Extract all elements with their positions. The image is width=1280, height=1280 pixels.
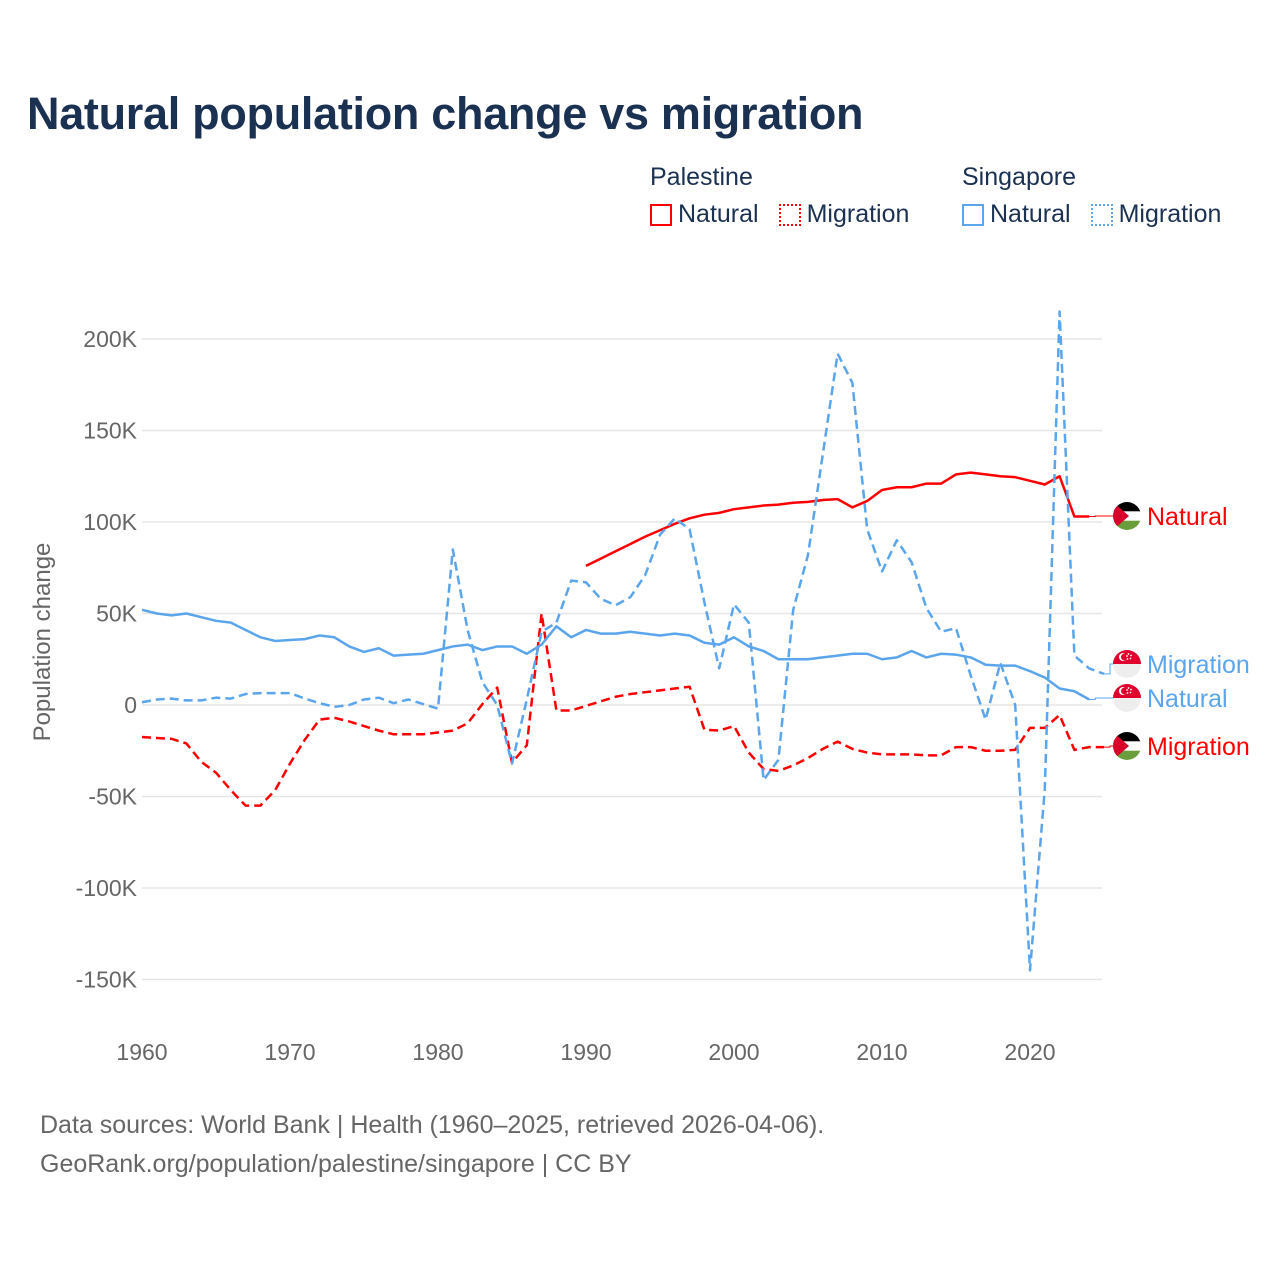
legend-group-label: Singapore xyxy=(962,163,1076,191)
flag-white-half xyxy=(1113,664,1141,678)
flag-stripe-green xyxy=(1113,750,1141,760)
flag-crescent-cut xyxy=(1121,653,1128,661)
singapore-flag-icon xyxy=(1113,684,1141,712)
legend-item-singapore-natural[interactable]: Natural xyxy=(962,200,1071,229)
flag-star xyxy=(1127,653,1130,655)
end-label: Natural xyxy=(1147,503,1228,531)
flag-star xyxy=(1130,654,1132,657)
legend-item-singapore-migration[interactable]: Migration xyxy=(1090,200,1222,229)
flag-clip xyxy=(1113,732,1141,760)
chart-title: Natural population change vs migration xyxy=(27,88,864,139)
flag-star xyxy=(1126,655,1128,657)
legend-label: Migration xyxy=(1118,200,1222,228)
flag-stripe-black xyxy=(1113,732,1141,742)
y-tick-label: -100K xyxy=(76,875,138,901)
legend-group-palestine: Palestine Natural Migration xyxy=(650,163,909,229)
y-tick-label: 200K xyxy=(83,326,137,352)
flag-crescent-cut xyxy=(1121,687,1128,695)
legend-group-label: Palestine xyxy=(650,163,753,191)
series-lines xyxy=(141,310,1105,972)
x-tick-label: 1990 xyxy=(560,1039,611,1065)
y-tick-label: -150K xyxy=(76,967,138,993)
series-line-palestine-migration xyxy=(141,612,1104,807)
x-tick-label: 2010 xyxy=(856,1039,907,1065)
data-source-note: Data sources: World Bank | Health (1960–… xyxy=(40,1111,825,1139)
flag-star xyxy=(1130,688,1132,691)
series-line-singapore-migration xyxy=(141,310,1105,972)
legend-swatch-solid xyxy=(962,203,984,226)
x-tick-label: 1970 xyxy=(264,1039,315,1065)
label-connector xyxy=(1089,515,1114,518)
end-labels: Natural Migration Natural Migration xyxy=(1089,502,1250,761)
flag-clip xyxy=(1113,650,1141,678)
x-axis: 1960 1970 1980 1990 2000 2010 2020 xyxy=(116,1039,1055,1065)
y-axis: 200K 150K 100K 50K 0 -50K -100K -150K xyxy=(76,326,138,993)
legend-label: Natural xyxy=(990,200,1071,228)
flag-star xyxy=(1126,692,1129,694)
x-tick-label: 1980 xyxy=(412,1039,463,1065)
flag-star xyxy=(1126,689,1128,691)
series-line-singapore-natural xyxy=(141,608,1090,701)
y-tick-label: 0 xyxy=(124,692,137,718)
y-tick-label: 50K xyxy=(96,601,138,627)
flag-clip xyxy=(1113,502,1141,530)
end-label: Migration xyxy=(1147,651,1250,679)
palestine-flag-icon xyxy=(1113,502,1141,530)
singapore-flag-icon xyxy=(1113,650,1141,678)
legend-group-singapore: Singapore Natural Migration xyxy=(962,163,1221,229)
flag-triangle xyxy=(1113,732,1129,760)
y-tick-label: -50K xyxy=(88,784,137,810)
footer: Data sources: World Bank | Health (1960–… xyxy=(40,1106,824,1184)
flag-stripe-green xyxy=(1113,520,1141,530)
flag-white-half xyxy=(1113,698,1141,712)
y-tick-label: 150K xyxy=(83,418,137,444)
series-line-palestine-natural xyxy=(585,471,1090,568)
x-tick-label: 2020 xyxy=(1004,1039,1055,1065)
flag-stripe-black xyxy=(1113,502,1141,512)
legend-swatch-dotted xyxy=(1090,203,1113,226)
flag-star xyxy=(1126,658,1129,660)
label-connector xyxy=(1104,663,1114,675)
label-connector xyxy=(1104,745,1114,748)
flag-clip xyxy=(1113,684,1141,712)
legend-label: Natural xyxy=(678,200,759,228)
legend-label: Migration xyxy=(806,200,910,228)
y-axis-label: Population change xyxy=(29,543,56,742)
y-tick-label: 100K xyxy=(83,509,137,535)
attribution-link[interactable]: GeoRank.org/population/palestine/singapo… xyxy=(40,1150,632,1178)
x-tick-label: 1960 xyxy=(116,1039,167,1065)
label-connector xyxy=(1089,697,1114,701)
legend-item-palestine-migration[interactable]: Migration xyxy=(778,200,910,229)
flag-star xyxy=(1129,691,1132,694)
end-label: Migration xyxy=(1147,733,1250,761)
legend-item-palestine-natural[interactable]: Natural xyxy=(650,200,759,229)
legend-swatch-solid xyxy=(650,203,672,226)
x-tick-label: 2000 xyxy=(708,1039,759,1065)
flag-triangle xyxy=(1113,502,1129,530)
palestine-flag-icon xyxy=(1113,732,1141,760)
flag-star xyxy=(1129,657,1132,660)
gridlines xyxy=(142,338,1102,981)
end-label: Natural xyxy=(1147,685,1228,713)
flag-star xyxy=(1127,687,1130,689)
legend-swatch-dotted xyxy=(778,203,801,226)
